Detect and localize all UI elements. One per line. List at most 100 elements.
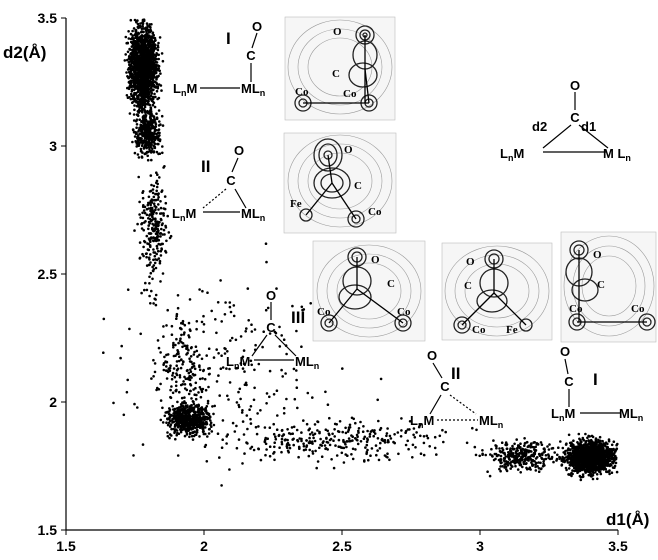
data-point bbox=[313, 423, 317, 426]
data-point bbox=[561, 446, 565, 450]
data-point bbox=[136, 22, 140, 26]
data-point bbox=[133, 60, 136, 64]
data-point bbox=[161, 406, 164, 410]
data-point bbox=[154, 86, 158, 89]
data-point bbox=[191, 438, 195, 441]
data-point bbox=[152, 210, 155, 213]
data-point bbox=[155, 227, 159, 231]
data-point bbox=[151, 89, 154, 92]
data-point bbox=[507, 455, 511, 459]
data-point bbox=[150, 158, 153, 162]
data-point bbox=[134, 34, 138, 38]
data-point bbox=[183, 344, 186, 348]
data-point bbox=[160, 247, 163, 250]
data-point bbox=[524, 452, 528, 456]
data-point bbox=[154, 54, 158, 58]
data-point bbox=[597, 444, 601, 447]
data-point bbox=[151, 32, 154, 35]
data-point bbox=[188, 410, 191, 414]
data-point bbox=[587, 439, 590, 442]
data-point bbox=[280, 450, 283, 454]
data-point bbox=[156, 48, 160, 52]
data-point bbox=[171, 421, 174, 424]
data-point bbox=[155, 185, 159, 189]
data-point bbox=[138, 200, 141, 204]
data-point bbox=[499, 461, 503, 465]
data-point bbox=[146, 56, 149, 60]
data-point bbox=[146, 158, 150, 162]
data-point bbox=[357, 427, 361, 430]
data-point bbox=[386, 456, 389, 459]
data-point bbox=[509, 449, 512, 453]
data-point bbox=[149, 51, 153, 55]
data-point bbox=[155, 116, 159, 119]
data-point bbox=[570, 471, 573, 475]
data-point bbox=[186, 404, 189, 407]
data-point bbox=[153, 238, 157, 242]
data-point bbox=[351, 457, 355, 461]
data-point bbox=[588, 462, 591, 465]
data-point bbox=[610, 471, 614, 475]
data-point bbox=[204, 408, 207, 411]
data-point bbox=[613, 464, 617, 468]
data-point bbox=[145, 234, 149, 238]
data-point bbox=[157, 152, 160, 156]
data-point bbox=[560, 463, 564, 467]
data-point bbox=[320, 444, 324, 447]
data-point bbox=[178, 390, 181, 394]
data-point bbox=[142, 245, 145, 249]
data-point bbox=[342, 461, 346, 464]
data-point bbox=[133, 104, 136, 107]
data-point bbox=[580, 458, 584, 461]
data-point bbox=[567, 473, 571, 476]
data-point bbox=[335, 454, 339, 457]
data-point bbox=[136, 102, 140, 106]
data-point bbox=[151, 67, 155, 70]
data-point bbox=[142, 209, 146, 212]
data-point bbox=[139, 51, 143, 54]
data-point bbox=[175, 337, 178, 341]
data-point bbox=[209, 421, 213, 425]
data-point bbox=[505, 469, 509, 473]
data-point bbox=[173, 375, 177, 379]
data-point bbox=[187, 392, 191, 396]
data-point bbox=[181, 383, 184, 386]
data-point bbox=[605, 445, 609, 449]
data-point bbox=[387, 440, 390, 444]
data-point bbox=[594, 437, 598, 440]
data-point bbox=[581, 473, 585, 476]
data-point bbox=[332, 466, 336, 470]
data-point bbox=[546, 445, 549, 448]
data-point bbox=[142, 114, 146, 118]
data-point bbox=[406, 428, 410, 431]
data-point bbox=[158, 131, 161, 135]
data-point bbox=[152, 79, 155, 82]
data-point bbox=[347, 426, 351, 429]
data-point bbox=[143, 98, 146, 101]
data-point bbox=[583, 468, 587, 472]
data-point bbox=[569, 458, 573, 462]
data-point bbox=[144, 83, 147, 87]
data-point bbox=[544, 454, 548, 457]
data-point bbox=[196, 413, 200, 416]
data-point bbox=[585, 439, 588, 443]
data-point bbox=[590, 463, 593, 466]
data-point bbox=[170, 324, 174, 328]
data-point bbox=[200, 406, 204, 409]
data-point bbox=[151, 191, 155, 195]
data-point bbox=[165, 324, 168, 327]
data-point bbox=[197, 391, 200, 394]
data-point bbox=[144, 220, 147, 223]
data-point bbox=[488, 474, 492, 478]
data-point bbox=[157, 195, 160, 199]
data-point bbox=[180, 358, 183, 361]
data-point bbox=[412, 433, 415, 437]
data-point bbox=[193, 367, 197, 371]
data-point bbox=[159, 351, 162, 354]
data-point bbox=[493, 452, 497, 456]
data-point bbox=[316, 429, 319, 432]
data-point bbox=[305, 444, 309, 447]
data-point bbox=[204, 423, 208, 426]
data-point bbox=[169, 388, 172, 392]
data-point bbox=[143, 128, 147, 131]
